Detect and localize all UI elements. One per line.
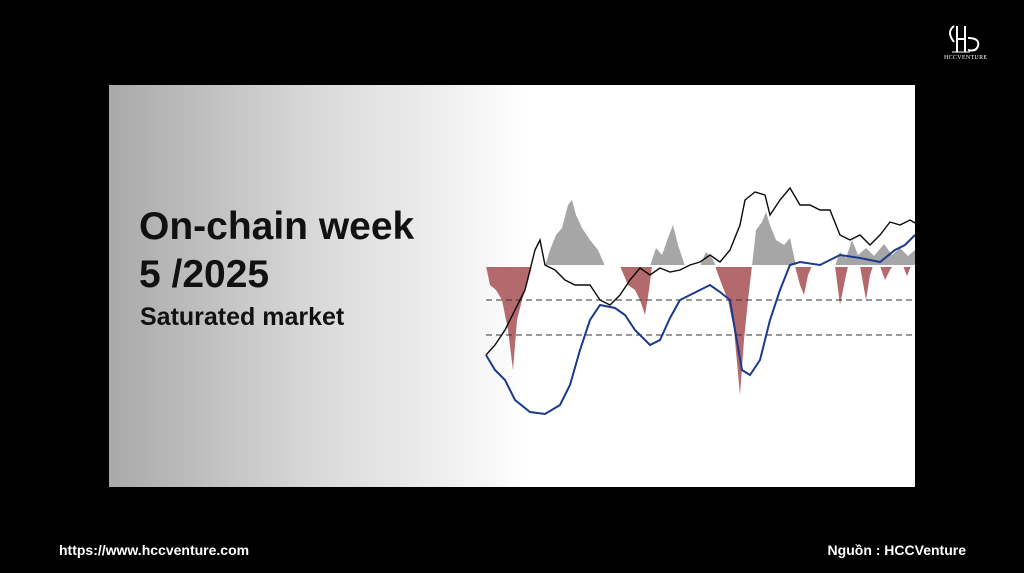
price-line [485,186,915,356]
logo-mark [949,25,980,53]
gray-areas [545,200,915,266]
red-areas [486,266,911,395]
logo-text: HCCVENTURE [944,55,988,61]
website-url: https://www.hccventure.com [59,542,250,558]
indicator-line [485,234,915,416]
source: Nguồn : HCCVenture [827,542,966,558]
title-line: 5 /2025 [139,253,270,296]
subtitle: Saturated market [140,303,345,331]
decorative-chart [485,186,915,416]
title-line: On-chain week [139,205,415,248]
title: On-chain week 5 /2025 [139,203,414,299]
card: On-chain week 5 /2025 Saturated market [109,85,915,487]
